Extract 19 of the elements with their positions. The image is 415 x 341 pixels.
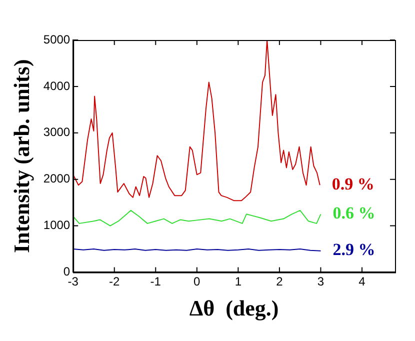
y-axis-title: Intensity (arb. units) — [8, 59, 34, 253]
y-tick-label: 5000 — [43, 32, 70, 46]
x-tick-label: -3 — [68, 274, 79, 289]
x-axis-title: Δθ (deg.) — [189, 295, 279, 320]
x-tick-label: 0 — [194, 274, 201, 289]
x-tick-label: -2 — [109, 274, 120, 289]
y-tick-label: 4000 — [43, 78, 70, 93]
series-label: 2.9 % — [332, 240, 376, 260]
y-tick-label: 1000 — [43, 218, 70, 232]
y-tick-label: 0 — [63, 264, 70, 279]
x-tick-label: 1 — [234, 274, 242, 289]
series-label: 0.6 % — [332, 204, 376, 223]
x-tick-label: 2 — [276, 274, 284, 289]
y-tick-label: 3000 — [43, 125, 70, 140]
series-label: 0.9 % — [332, 174, 374, 194]
x-tick-label: -1 — [150, 274, 162, 289]
x-tick-label: 4 — [358, 274, 366, 289]
x-tick-label: 3 — [317, 274, 324, 289]
y-tick-label: 2000 — [43, 172, 70, 186]
